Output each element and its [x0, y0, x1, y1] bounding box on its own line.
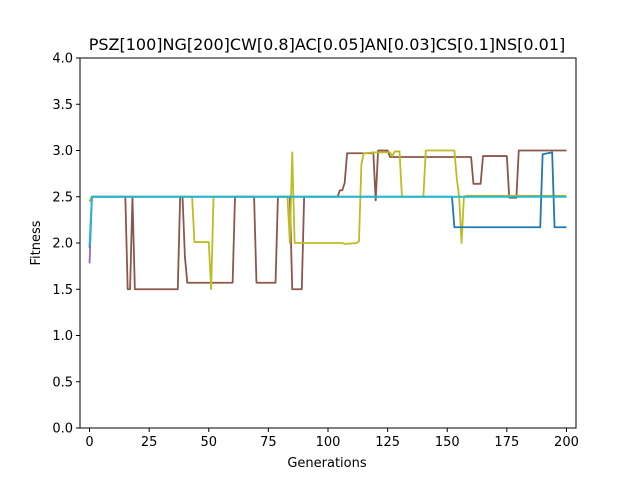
x-tick-label: 75	[260, 435, 277, 450]
x-tick-label: 25	[141, 435, 158, 450]
x-tick-label: 0	[85, 435, 93, 450]
y-tick-label: 2.0	[52, 237, 73, 252]
x-tick-label: 175	[494, 435, 519, 450]
x-tick-label: 100	[316, 435, 341, 450]
x-tick-label: 150	[435, 435, 460, 450]
x-axis-label: Generations	[287, 456, 367, 471]
x-tick-label: 200	[554, 435, 579, 450]
y-tick-label: 2.5	[52, 190, 73, 205]
x-tick-label: 50	[200, 435, 217, 450]
y-axis: 0.0 0.5 1.0 1.5 2.0 2.5 3.0 3.5 4.0	[52, 52, 80, 437]
chart-title: PSZ[100]NG[200]CW[0.8]AC[0.05]AN[0.03]CS…	[89, 35, 566, 54]
series-line-1	[88, 149, 567, 291]
y-tick-label: 1.0	[52, 329, 73, 344]
x-tick-label: 125	[375, 435, 400, 450]
y-tick-label: 1.5	[52, 283, 73, 298]
y-tick-label: 4.0	[52, 52, 73, 67]
y-tick-label: 0.0	[52, 422, 73, 437]
y-axis-label: Fitness	[29, 220, 44, 265]
y-tick-label: 3.0	[52, 144, 73, 159]
series-layer	[88, 149, 567, 291]
y-tick-label: 3.5	[52, 98, 73, 113]
x-axis: 0 25 50 75 100 125 150 175 200	[85, 428, 579, 450]
series-line-4	[88, 195, 567, 246]
y-tick-label: 0.5	[52, 375, 73, 390]
